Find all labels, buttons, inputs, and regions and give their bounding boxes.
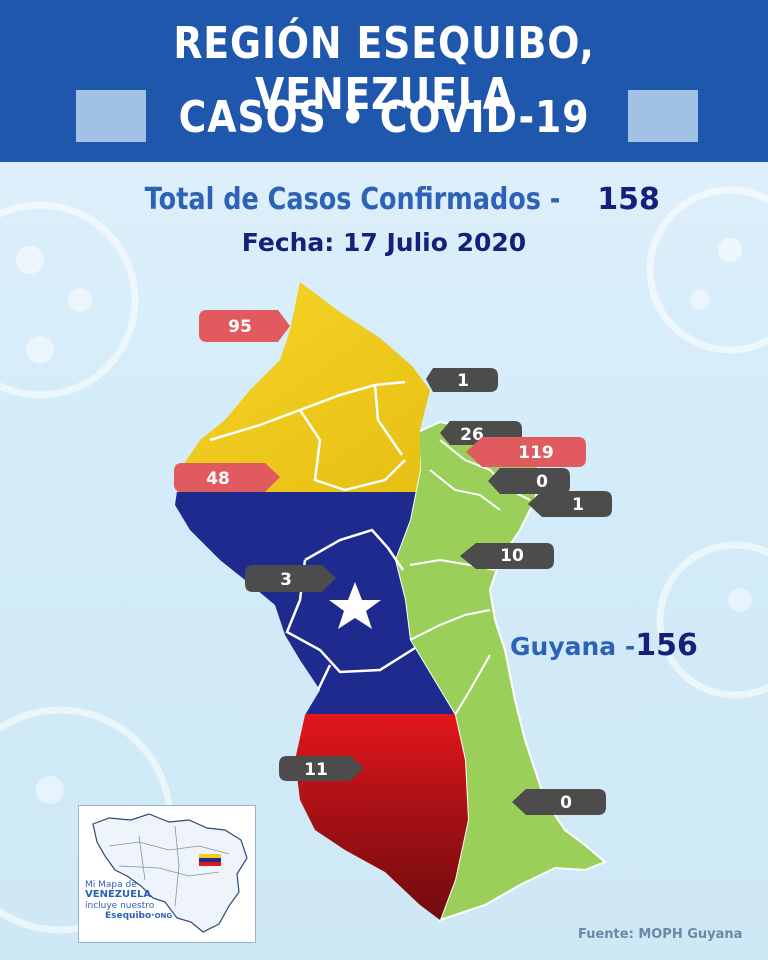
total-value: 158 xyxy=(597,182,660,217)
source-credit: Fuente: MOPH Guyana xyxy=(578,927,743,942)
title-line-1: REGIÓN ESEQUIBO, VENEZUELA xyxy=(173,18,595,120)
callout-value: 10 xyxy=(500,546,524,566)
inset-line-3: incluye nuestro xyxy=(85,901,155,911)
callout-value: 26 xyxy=(460,425,484,445)
callout-0-east: 0 xyxy=(488,468,570,494)
callout-0-south: 0 xyxy=(512,789,606,815)
callout-10: 10 xyxy=(460,543,554,569)
total-label: Total de Casos Confirmados - xyxy=(144,182,561,217)
callout-48: 48 xyxy=(174,463,280,492)
callout-value: 95 xyxy=(228,317,252,337)
callout-value: 1 xyxy=(457,371,469,391)
callout-value: 11 xyxy=(304,760,328,780)
callout-95: 95 xyxy=(199,310,290,342)
callout-3: 3 xyxy=(245,565,336,592)
guyana-total: Guyana -156 xyxy=(510,628,698,663)
venezuela-mini-map-icon xyxy=(76,90,146,142)
inset-line-2: VENEZUELA xyxy=(85,889,152,900)
esequibo-region-borders xyxy=(209,380,416,691)
callout-value: 3 xyxy=(280,570,292,590)
header-banner: REGIÓN ESEQUIBO, VENEZUELA CASOS • COVID… xyxy=(0,0,768,162)
venezuela-mini-map-icon xyxy=(628,90,698,142)
guyana-label: Guyana - xyxy=(510,632,636,661)
callout-1-north: 1 xyxy=(426,368,498,392)
callout-value: 0 xyxy=(560,793,572,813)
venezuela-outline-icon xyxy=(92,813,248,933)
star-icon xyxy=(329,582,381,629)
inset-line-1: Mi Mapa de xyxy=(85,880,137,890)
inset-line-5: ONG xyxy=(154,912,173,920)
inset-line-4-wrap: Esequibo·ONG xyxy=(105,911,173,921)
inset-line-4: Esequibo xyxy=(105,911,152,921)
callout-11: 11 xyxy=(279,756,364,781)
venezuela-inset-map: Mi Mapa de VENEZUELA incluye nuestro Ese… xyxy=(78,805,256,943)
callout-1-east: 1 xyxy=(528,491,612,517)
callout-value: 0 xyxy=(536,472,548,492)
title-line-2: CASOS • COVID-19 xyxy=(178,92,590,143)
callout-value: 1 xyxy=(572,495,584,515)
total-cases: Total de Casos Confirmados - 158 xyxy=(0,182,768,217)
callout-value: 48 xyxy=(206,469,230,489)
callout-value: 119 xyxy=(518,443,554,463)
guyana-value: 156 xyxy=(635,628,698,663)
date-text: Fecha: 17 Julio 2020 xyxy=(241,228,527,257)
callout-119: 119 xyxy=(466,437,586,467)
